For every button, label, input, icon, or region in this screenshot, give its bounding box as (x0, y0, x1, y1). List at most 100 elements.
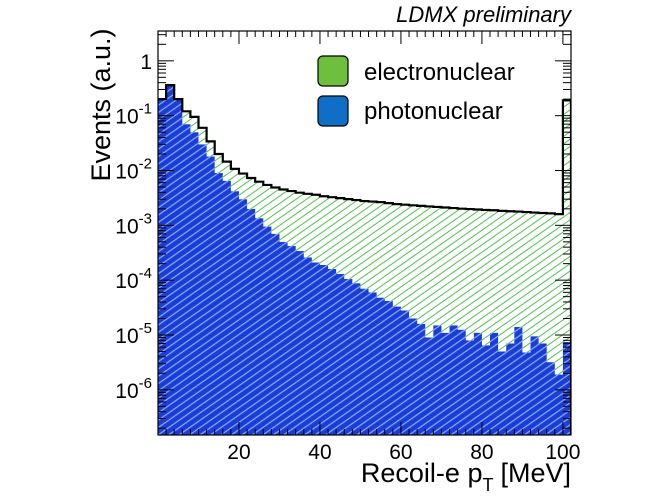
bar-electronuclear (263, 184, 272, 227)
y-tick-label: 10-5 (115, 320, 152, 348)
x-tick-label: 40 (308, 441, 331, 464)
x-axis-title-subscript: T (482, 475, 493, 495)
bar-electronuclear (287, 191, 297, 246)
legend-swatch-electronuclear (317, 55, 349, 87)
bar-photonuclear (255, 218, 264, 435)
bar-photonuclear (473, 332, 483, 435)
bar-electronuclear (182, 111, 191, 125)
bar-photonuclear (514, 326, 523, 435)
bar-electronuclear (344, 199, 353, 279)
bar-electronuclear (392, 204, 402, 307)
bar-photonuclear (457, 329, 467, 435)
bar-electronuclear (328, 197, 337, 269)
bar-photonuclear (409, 318, 418, 435)
bar-electronuclear (214, 153, 224, 174)
bar-photonuclear (328, 268, 337, 435)
bar-electronuclear (222, 161, 232, 181)
bar-electronuclear (481, 209, 491, 346)
total-outline (158, 84, 571, 435)
bar-photonuclear (279, 241, 288, 435)
bar-photonuclear (198, 144, 207, 435)
legend: electronuclear photonuclear (317, 55, 515, 127)
bar-photonuclear (206, 156, 216, 435)
bar-electronuclear (319, 196, 329, 265)
bar-photonuclear (303, 257, 313, 435)
bar-photonuclear (376, 297, 386, 435)
bar-photonuclear (498, 351, 507, 435)
bar-electronuclear (247, 177, 256, 209)
bar-electronuclear (400, 204, 410, 311)
bar-electronuclear (271, 187, 280, 234)
bar-electronuclear (190, 116, 199, 133)
y-tick-label: 10-4 (115, 265, 152, 293)
bar-electronuclear (376, 202, 386, 298)
bar-photonuclear (546, 362, 556, 435)
bar-photonuclear (506, 343, 515, 435)
bar-photonuclear (538, 343, 548, 435)
bar-electronuclear (490, 210, 499, 333)
bar-photonuclear (392, 306, 402, 435)
bar-electronuclear (425, 206, 434, 338)
bar-photonuclear (530, 336, 540, 435)
bar-photonuclear (465, 340, 475, 435)
bar-electronuclear (538, 213, 548, 344)
bar-electronuclear (352, 200, 361, 284)
legend-swatch-photonuclear (317, 95, 349, 127)
bar-electronuclear (295, 192, 305, 252)
bar-electronuclear (441, 207, 450, 333)
bar-electronuclear (554, 214, 564, 375)
bar-photonuclear (562, 341, 571, 435)
bar-photonuclear (190, 132, 199, 435)
bar-photonuclear (158, 99, 167, 435)
bar-electronuclear (255, 181, 264, 219)
bar-electronuclear (546, 213, 556, 363)
bar-electronuclear (449, 208, 459, 326)
legend-label-electronuclear: electronuclear (364, 59, 515, 86)
bar-photonuclear (311, 262, 321, 435)
legend-label-photonuclear: photonuclear (364, 98, 503, 125)
x-tick-label: 80 (470, 441, 493, 464)
x-axis-title-main: Recoil-e p (361, 458, 483, 488)
bar-electronuclear (279, 189, 288, 242)
bar-photonuclear (360, 288, 369, 435)
bar-photonuclear (174, 99, 183, 435)
bar-photonuclear (368, 292, 378, 435)
bar-electronuclear (336, 198, 345, 274)
y-tick-label: 10-2 (115, 155, 152, 183)
bar-electronuclear (433, 206, 442, 326)
bar-electronuclear (514, 211, 523, 327)
histogram-bars (158, 85, 571, 435)
bar-photonuclear (238, 199, 248, 435)
bar-photonuclear (222, 180, 232, 435)
bar-electronuclear (368, 201, 378, 293)
bar-photonuclear (554, 374, 564, 435)
bar-photonuclear (230, 191, 240, 435)
bar-electronuclear (238, 173, 248, 200)
bar-photonuclear (352, 283, 361, 435)
x-tick-label: 100 (545, 441, 580, 464)
x-axis-title-unit: [MeV] (500, 458, 571, 488)
y-axis: 10-6 10-5 10-4 10-3 10-2 10-1 1 (115, 34, 571, 429)
bar-photonuclear (271, 233, 280, 435)
bar-photonuclear (433, 325, 442, 435)
y-tick-label: 1 (140, 51, 152, 74)
bar-photonuclear (384, 300, 394, 435)
bar-photonuclear (336, 273, 345, 435)
bar-photonuclear (295, 251, 305, 435)
bar-electronuclear (311, 194, 321, 263)
bar-photonuclear (287, 245, 297, 435)
bar-electronuclear (230, 168, 240, 192)
y-tick-label: 10-3 (115, 210, 152, 238)
bar-electronuclear (506, 211, 515, 344)
bar-electronuclear (457, 208, 467, 330)
x-axis: 20 40 60 80 100 (165, 31, 580, 464)
bar-photonuclear (522, 352, 531, 435)
bar-photonuclear (263, 226, 272, 435)
chart-title: LDMX preliminary (396, 2, 573, 27)
bar-electronuclear (473, 209, 483, 333)
bar-electronuclear (522, 212, 531, 353)
bar-photonuclear (344, 278, 353, 435)
bar-electronuclear (562, 100, 571, 342)
bar-electronuclear (206, 141, 216, 157)
